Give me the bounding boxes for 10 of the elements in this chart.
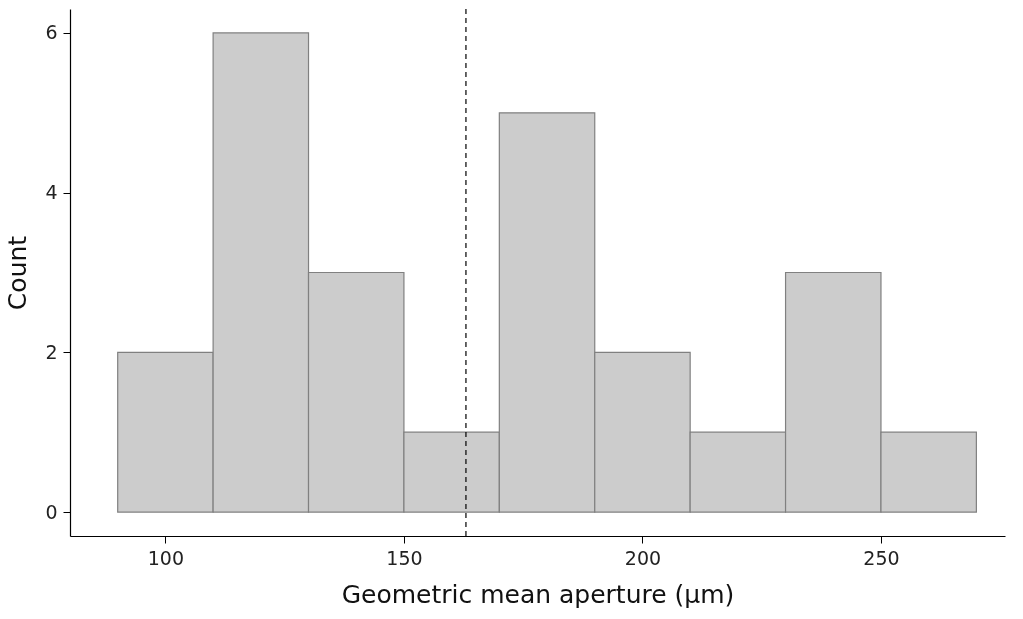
x-axis-title: Geometric mean aperture (μm)	[341, 579, 735, 609]
y-tick-label: 6	[45, 21, 58, 44]
y-axis-title: Count	[3, 235, 33, 311]
y-tick-label: 2	[45, 340, 58, 363]
x-tick-label: 150	[386, 546, 423, 569]
x-tick-label: 100	[147, 546, 185, 569]
y-tick-label: 4	[45, 181, 58, 204]
x-tick-label: 250	[863, 546, 900, 569]
y-tick-label: 0	[45, 500, 58, 523]
x-tick-label: 200	[624, 546, 662, 569]
